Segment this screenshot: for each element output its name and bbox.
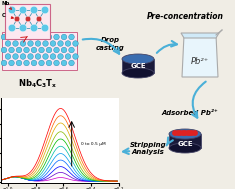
Circle shape (46, 47, 52, 53)
Circle shape (39, 34, 44, 40)
Circle shape (8, 24, 16, 32)
Text: Nb: Nb (2, 1, 11, 9)
Circle shape (9, 60, 14, 66)
Circle shape (16, 60, 22, 66)
Text: Pre-concentration: Pre-concentration (147, 12, 223, 21)
Circle shape (25, 16, 31, 22)
Text: Pb²⁺: Pb²⁺ (191, 57, 209, 67)
Circle shape (50, 54, 56, 59)
FancyBboxPatch shape (5, 4, 50, 39)
Circle shape (35, 54, 41, 59)
Circle shape (41, 6, 49, 14)
Ellipse shape (122, 54, 154, 64)
Polygon shape (182, 35, 218, 77)
Circle shape (65, 41, 71, 46)
Circle shape (16, 34, 22, 40)
Circle shape (31, 60, 37, 66)
Circle shape (193, 131, 197, 135)
FancyBboxPatch shape (169, 134, 201, 148)
Circle shape (181, 131, 185, 135)
Circle shape (5, 54, 11, 59)
Circle shape (35, 41, 41, 46)
Circle shape (54, 47, 59, 53)
Circle shape (24, 60, 29, 66)
Circle shape (13, 54, 18, 59)
Circle shape (69, 34, 74, 40)
Circle shape (39, 47, 44, 53)
Circle shape (183, 131, 187, 135)
Text: Stripping
Analysis: Stripping Analysis (130, 141, 166, 155)
FancyBboxPatch shape (2, 32, 77, 70)
Circle shape (46, 34, 52, 40)
Circle shape (186, 131, 190, 135)
Circle shape (54, 34, 59, 40)
Text: 0 to 0.5 μM: 0 to 0.5 μM (81, 142, 106, 146)
Text: C: C (2, 13, 13, 19)
Text: Drop
casting: Drop casting (96, 37, 124, 51)
Circle shape (1, 34, 7, 40)
Circle shape (54, 60, 59, 66)
Circle shape (19, 6, 27, 14)
Circle shape (46, 60, 52, 66)
Text: GCE: GCE (177, 141, 193, 147)
Polygon shape (181, 33, 219, 38)
Circle shape (173, 131, 177, 135)
Circle shape (1, 47, 7, 53)
Circle shape (31, 34, 37, 40)
Circle shape (36, 16, 42, 22)
Circle shape (58, 54, 63, 59)
Ellipse shape (169, 129, 201, 139)
Text: $\mathbf{Nb_4C_3T_x}$: $\mathbf{Nb_4C_3T_x}$ (18, 77, 58, 90)
Circle shape (61, 47, 67, 53)
Circle shape (43, 41, 48, 46)
Circle shape (39, 60, 44, 66)
Circle shape (1, 60, 7, 66)
Circle shape (188, 131, 192, 135)
Circle shape (69, 47, 74, 53)
Ellipse shape (122, 68, 154, 78)
Circle shape (61, 60, 67, 66)
Circle shape (24, 34, 29, 40)
Circle shape (9, 47, 14, 53)
Circle shape (9, 34, 14, 40)
FancyBboxPatch shape (122, 59, 154, 73)
Circle shape (190, 131, 194, 135)
Circle shape (30, 24, 38, 32)
Circle shape (61, 34, 67, 40)
Text: Adsorbed Pb²⁺: Adsorbed Pb²⁺ (162, 110, 218, 116)
Text: GCE: GCE (130, 63, 146, 69)
Circle shape (24, 47, 29, 53)
Circle shape (8, 6, 16, 14)
Circle shape (19, 24, 27, 32)
Circle shape (13, 41, 18, 46)
Circle shape (73, 41, 78, 46)
Circle shape (50, 41, 56, 46)
Circle shape (20, 54, 26, 59)
Circle shape (28, 41, 33, 46)
Circle shape (178, 131, 182, 135)
Circle shape (31, 47, 37, 53)
Circle shape (176, 131, 180, 135)
Circle shape (20, 41, 26, 46)
Circle shape (43, 54, 48, 59)
Circle shape (58, 41, 63, 46)
Circle shape (30, 6, 38, 14)
Circle shape (65, 54, 71, 59)
Circle shape (41, 24, 49, 32)
Circle shape (73, 54, 78, 59)
Ellipse shape (169, 143, 201, 153)
Circle shape (16, 47, 22, 53)
Circle shape (28, 54, 33, 59)
Circle shape (14, 16, 20, 22)
Circle shape (5, 41, 11, 46)
Circle shape (69, 60, 74, 66)
